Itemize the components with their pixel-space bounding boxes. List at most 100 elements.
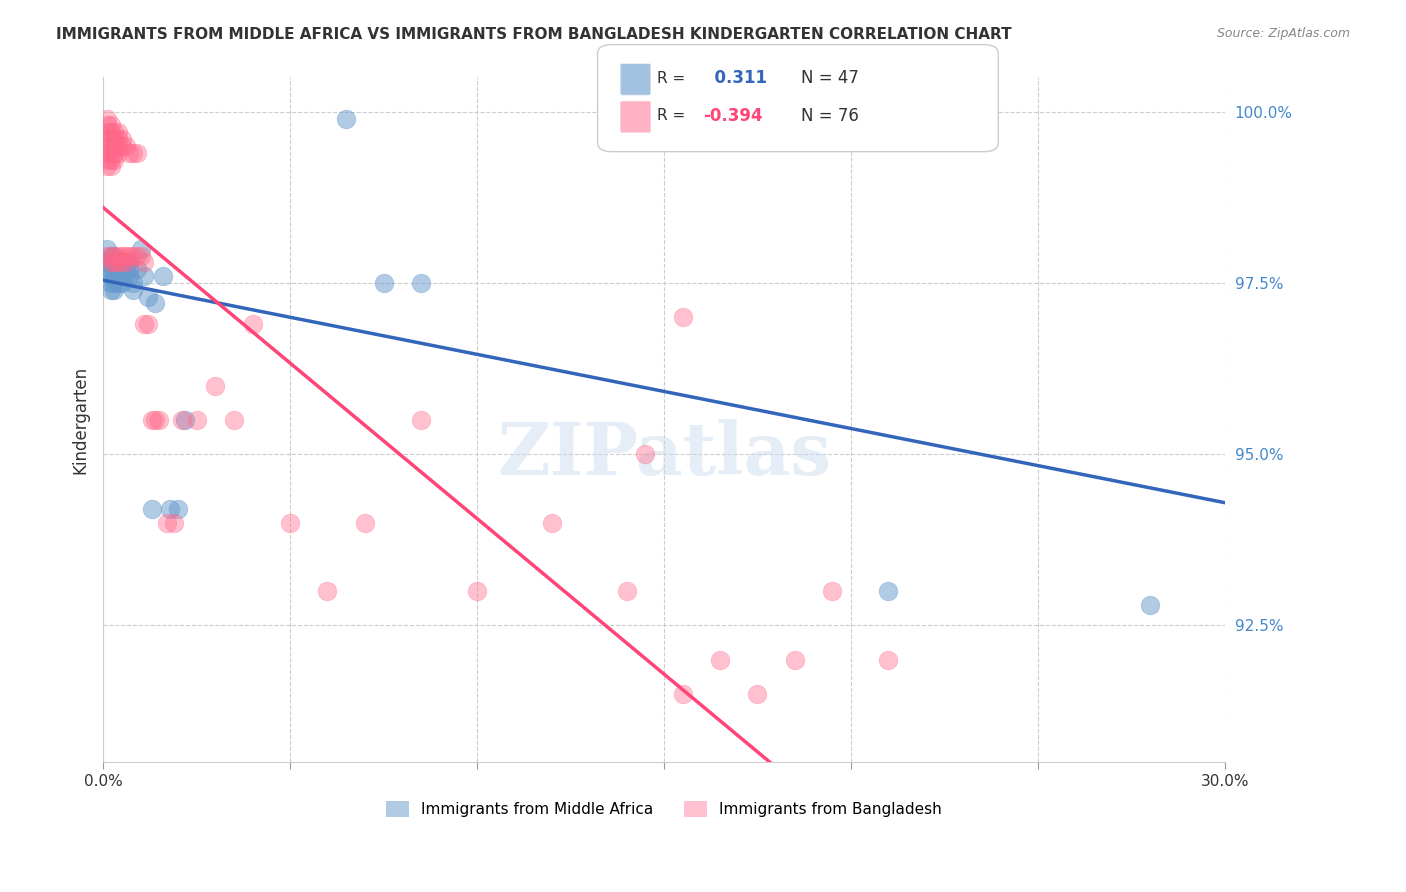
Point bbox=[634, 447, 657, 461]
Point bbox=[114, 139, 136, 153]
Point bbox=[118, 248, 141, 262]
Point bbox=[100, 139, 122, 153]
Point bbox=[103, 125, 125, 139]
Point bbox=[103, 139, 125, 153]
Point bbox=[409, 413, 432, 427]
Point bbox=[709, 653, 731, 667]
Point bbox=[111, 276, 134, 290]
Point bbox=[747, 687, 769, 701]
Point bbox=[100, 255, 122, 269]
Point bbox=[335, 112, 357, 126]
Point bbox=[103, 153, 125, 167]
Point bbox=[125, 248, 148, 262]
Point bbox=[100, 153, 122, 167]
Point bbox=[107, 255, 129, 269]
Point bbox=[159, 502, 181, 516]
Point bbox=[96, 145, 118, 160]
Point bbox=[100, 160, 122, 174]
Point bbox=[170, 413, 193, 427]
Text: IMMIGRANTS FROM MIDDLE AFRICA VS IMMIGRANTS FROM BANGLADESH KINDERGARTEN CORRELA: IMMIGRANTS FROM MIDDLE AFRICA VS IMMIGRA… bbox=[56, 27, 1012, 42]
Point bbox=[96, 248, 118, 262]
Point bbox=[100, 248, 122, 262]
Point bbox=[242, 317, 264, 331]
Point bbox=[107, 248, 129, 262]
Point bbox=[114, 255, 136, 269]
Text: R =: R = bbox=[657, 109, 685, 123]
Point bbox=[111, 255, 134, 269]
Point bbox=[96, 132, 118, 146]
Point bbox=[616, 584, 638, 599]
Point bbox=[114, 255, 136, 269]
Point bbox=[111, 248, 134, 262]
Point bbox=[103, 248, 125, 262]
Point bbox=[129, 242, 152, 256]
Text: -0.394: -0.394 bbox=[703, 107, 762, 125]
Point bbox=[114, 262, 136, 277]
Point bbox=[107, 262, 129, 277]
Point bbox=[100, 262, 122, 277]
Point bbox=[100, 283, 122, 297]
Point bbox=[103, 262, 125, 277]
Point bbox=[118, 262, 141, 277]
Point bbox=[107, 145, 129, 160]
Point bbox=[877, 584, 900, 599]
Point bbox=[136, 317, 159, 331]
Point bbox=[96, 119, 118, 133]
Point bbox=[134, 255, 156, 269]
Point bbox=[103, 248, 125, 262]
Point bbox=[96, 242, 118, 256]
Point bbox=[118, 269, 141, 284]
Text: N = 76: N = 76 bbox=[801, 107, 859, 125]
Point bbox=[111, 262, 134, 277]
Point bbox=[96, 153, 118, 167]
Point bbox=[129, 248, 152, 262]
Point bbox=[672, 310, 695, 325]
Point bbox=[100, 132, 122, 146]
Point bbox=[103, 255, 125, 269]
Point bbox=[354, 516, 377, 530]
Text: R =: R = bbox=[657, 71, 685, 86]
Point bbox=[540, 516, 562, 530]
Point bbox=[103, 276, 125, 290]
Point bbox=[118, 145, 141, 160]
Point bbox=[100, 125, 122, 139]
Point bbox=[114, 269, 136, 284]
Point bbox=[100, 276, 122, 290]
Point bbox=[103, 132, 125, 146]
Point bbox=[107, 276, 129, 290]
Point bbox=[373, 276, 395, 290]
Point bbox=[134, 269, 156, 284]
Point bbox=[103, 269, 125, 284]
Point bbox=[107, 269, 129, 284]
Point bbox=[783, 653, 806, 667]
Point bbox=[96, 255, 118, 269]
Point bbox=[877, 653, 900, 667]
Point bbox=[107, 139, 129, 153]
Point bbox=[96, 139, 118, 153]
Y-axis label: Kindergarten: Kindergarten bbox=[72, 366, 89, 474]
Point bbox=[118, 255, 141, 269]
Point bbox=[111, 139, 134, 153]
Point bbox=[122, 145, 145, 160]
Point bbox=[316, 584, 339, 599]
Point bbox=[672, 687, 695, 701]
Point bbox=[96, 262, 118, 277]
Point bbox=[100, 248, 122, 262]
Point bbox=[103, 283, 125, 297]
Point bbox=[103, 145, 125, 160]
Text: N = 47: N = 47 bbox=[801, 70, 859, 87]
Point bbox=[145, 413, 167, 427]
Point bbox=[100, 119, 122, 133]
Text: Source: ZipAtlas.com: Source: ZipAtlas.com bbox=[1216, 27, 1350, 40]
Point bbox=[174, 413, 197, 427]
Point bbox=[107, 125, 129, 139]
Point bbox=[145, 296, 167, 310]
Point bbox=[125, 262, 148, 277]
Point bbox=[134, 317, 156, 331]
Point bbox=[821, 584, 844, 599]
Point bbox=[107, 132, 129, 146]
Point bbox=[163, 516, 186, 530]
Point bbox=[125, 145, 148, 160]
Point bbox=[204, 378, 226, 392]
Point bbox=[111, 132, 134, 146]
